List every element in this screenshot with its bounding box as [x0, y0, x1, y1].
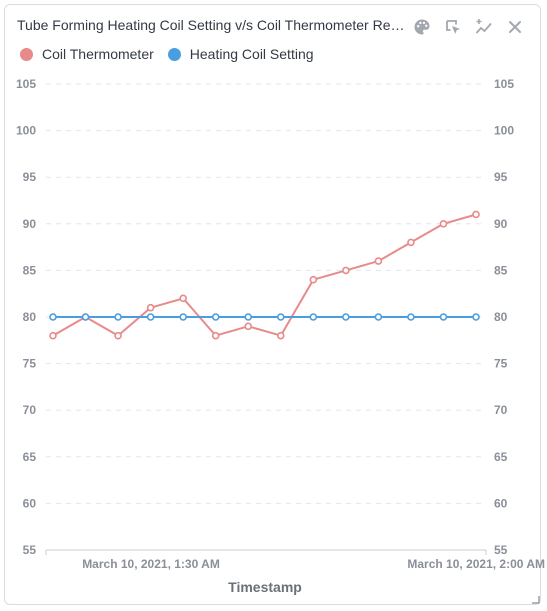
y-tick-label-left: 65 — [23, 450, 37, 464]
legend-label-coil-thermometer: Coil Thermometer — [42, 46, 154, 62]
data-point-heating-coil-setting — [407, 313, 415, 321]
y-tick-label-left: 70 — [23, 403, 37, 417]
data-point-heating-coil-setting — [472, 313, 480, 321]
y-tick-label-left: 85 — [23, 263, 37, 277]
series-line-coil-thermometer — [52, 213, 477, 337]
legend-label-heating-coil-setting: Heating Coil Setting — [189, 46, 314, 62]
y-tick-label-right: 55 — [494, 543, 508, 557]
close-icon — [508, 21, 521, 33]
data-point-heating-coil-setting — [81, 313, 90, 321]
legend-item-heating-coil-setting[interactable]: Heating Coil Setting — [167, 46, 314, 62]
add-trendline-icon — [475, 19, 492, 34]
y-tick-label-left: 75 — [23, 357, 37, 371]
x-axis-title: Timestamp — [228, 579, 302, 595]
select-cursor-icon — [445, 20, 460, 34]
y-tick-label-right: 100 — [494, 124, 514, 138]
data-point-heating-coil-setting — [276, 313, 285, 321]
chart-legend: Coil Thermometer Heating Coil Setting — [20, 43, 328, 65]
data-point-heating-coil-setting — [179, 313, 187, 321]
data-point-coil-thermometer — [309, 275, 318, 284]
data-point-coil-thermometer — [49, 331, 57, 340]
data-point-coil-thermometer — [439, 220, 448, 228]
y-tick-label-right: 90 — [494, 217, 508, 231]
y-tick-label-left: 60 — [23, 496, 37, 510]
data-point-coil-thermometer — [244, 322, 253, 331]
data-point-coil-thermometer — [211, 331, 220, 340]
data-point-coil-thermometer — [342, 266, 350, 275]
palette-icon — [414, 19, 429, 35]
resize-handle-icon[interactable] — [531, 595, 540, 604]
x-tick-label: March 10, 2021, 2:00 AM — [407, 557, 545, 571]
y-tick-label-left: 55 — [23, 543, 37, 557]
legend-swatch-heating-coil-setting — [167, 47, 181, 61]
chart-toolbar — [408, 15, 528, 39]
legend-swatch-coil-thermometer — [20, 47, 33, 61]
y-tick-label-right: 60 — [494, 496, 508, 510]
add-trendline-button[interactable] — [470, 15, 497, 39]
data-point-coil-thermometer — [472, 210, 480, 219]
data-point-heating-coil-setting — [374, 313, 383, 321]
y-tick-label-left: 105 — [16, 77, 36, 91]
data-point-coil-thermometer — [114, 331, 122, 340]
data-point-coil-thermometer — [374, 257, 383, 265]
x-tick-label: March 10, 2021, 1:30 AM — [82, 557, 220, 571]
data-point-coil-thermometer — [407, 238, 415, 247]
data-point-heating-coil-setting — [114, 313, 122, 321]
data-point-coil-thermometer — [179, 294, 187, 303]
legend-item-coil-thermometer[interactable]: Coil Thermometer — [20, 46, 154, 62]
data-point-coil-thermometer — [276, 331, 285, 340]
close-button[interactable] — [501, 15, 528, 39]
y-tick-label-right: 65 — [494, 450, 508, 464]
y-tick-label-right: 80 — [494, 310, 508, 324]
y-tick-label-left: 100 — [16, 124, 36, 138]
y-tick-label-left: 90 — [23, 217, 37, 231]
y-tick-label-right: 105 — [494, 77, 514, 91]
select-button[interactable] — [439, 15, 466, 39]
data-point-heating-coil-setting — [439, 313, 448, 321]
y-tick-label-left: 95 — [23, 170, 37, 184]
data-point-heating-coil-setting — [244, 313, 253, 321]
y-tick-label-right: 95 — [494, 170, 508, 184]
y-tick-label-right: 75 — [494, 357, 508, 371]
data-point-heating-coil-setting — [49, 313, 57, 321]
data-point-coil-thermometer — [146, 303, 155, 312]
data-point-heating-coil-setting — [342, 313, 350, 321]
y-tick-label-right: 85 — [494, 263, 508, 277]
y-tick-label-left: 80 — [23, 310, 37, 324]
y-tick-label-right: 70 — [494, 403, 508, 417]
chart-card — [4, 4, 541, 605]
data-point-heating-coil-setting — [211, 313, 220, 321]
data-point-heating-coil-setting — [309, 313, 318, 321]
data-point-heating-coil-setting — [146, 313, 155, 321]
palette-button[interactable] — [408, 15, 435, 39]
